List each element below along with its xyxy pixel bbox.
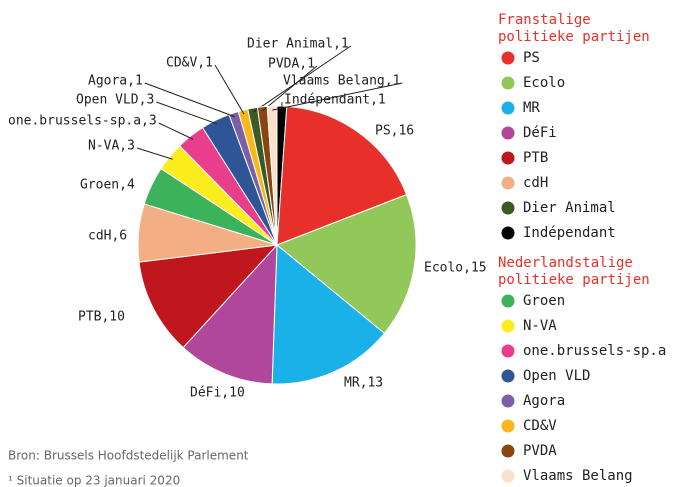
legend-label: PTB — [523, 150, 548, 166]
leader-line — [144, 82, 236, 118]
note: ¹ Situatie op 23 januari 2020 — [8, 474, 180, 487]
leader-line — [214, 64, 245, 115]
slice-label: Ecolo,15 — [424, 261, 487, 276]
leader-line — [156, 101, 218, 125]
legend-heading: Franstalige politieke partijen — [498, 12, 650, 45]
legend-label: PVDA — [523, 443, 557, 459]
legend-label: Vlaams Belang — [523, 468, 633, 484]
legend-swatch — [501, 469, 515, 483]
leader-line — [136, 147, 173, 160]
legend-label: Agora — [523, 393, 565, 409]
pie-slice — [266, 105, 278, 246]
legend-swatch — [501, 201, 515, 215]
pie-slice — [182, 243, 278, 385]
legend-heading-line: politieke partijen — [498, 272, 650, 288]
legend-swatch — [501, 76, 515, 90]
legend-label: N-VA — [523, 318, 557, 334]
legend-label: PS — [523, 50, 540, 66]
slice-label: MR,13 — [344, 376, 383, 391]
legend-label: Ecolo — [523, 75, 565, 91]
slice-label: Dier Animal,1 — [247, 37, 349, 52]
legend-swatch — [501, 419, 515, 433]
slice-label: Agora,1 — [88, 74, 143, 89]
leader-line — [262, 65, 318, 112]
legend-label: cdH — [523, 175, 548, 191]
legend-swatch — [501, 394, 515, 408]
legend-label: MR — [523, 100, 540, 116]
slice-label: PVDA,1 — [268, 57, 315, 72]
legend-label: one.brussels-sp.a — [523, 343, 666, 359]
slice-label: PS,16 — [375, 124, 414, 139]
slice-label: N-VA,3 — [88, 139, 135, 154]
slice-label: Open VLD,3 — [76, 93, 154, 108]
legend-swatch — [501, 151, 515, 165]
legend-heading-line: Franstalige — [498, 12, 591, 28]
legend-swatch — [501, 51, 515, 65]
slice-label: Indépendant,1 — [284, 93, 386, 108]
legend-label: DéFi — [523, 125, 557, 141]
legend-swatch — [501, 369, 515, 383]
legend-swatch — [501, 294, 515, 308]
leader-line — [158, 122, 194, 140]
legend-label: Open VLD — [523, 368, 590, 384]
legend-label: Dier Animal — [523, 200, 616, 216]
pie-slice — [276, 194, 417, 335]
legend-label: Groen — [523, 293, 565, 309]
legend-swatch — [501, 344, 515, 358]
slice-label: cdH,6 — [88, 229, 127, 244]
pie-slice — [138, 244, 279, 349]
legend-swatch — [501, 226, 515, 240]
slice-label: one.brussels-sp.a,3 — [8, 114, 157, 129]
slice-label: Vlaams Belang,1 — [283, 74, 400, 89]
slice-label: CD&V,1 — [166, 56, 213, 71]
legend-label: Indépendant — [523, 225, 616, 241]
slice-label: DéFi,10 — [190, 386, 245, 401]
leader-line — [272, 82, 403, 111]
legend-heading-line: Nederlandstalige — [498, 255, 633, 271]
legend-swatch — [501, 444, 515, 458]
leader-line — [253, 45, 352, 113]
legend-heading: Nederlandstalige politieke partijen — [498, 255, 650, 288]
legend-swatch — [501, 319, 515, 333]
slice-label: Groen,4 — [80, 178, 135, 193]
legend-heading-line: politieke partijen — [498, 29, 650, 45]
legend-swatch — [501, 126, 515, 140]
pie-slice — [276, 105, 408, 246]
source: Bron: Brussels Hoofdstedelijk Parlement — [8, 449, 249, 463]
slice-label: PTB,10 — [78, 310, 125, 325]
legend-swatch — [501, 101, 515, 115]
legend-label: CD&V — [523, 418, 557, 434]
legend-swatch — [501, 176, 515, 190]
pie-slice — [271, 243, 386, 385]
